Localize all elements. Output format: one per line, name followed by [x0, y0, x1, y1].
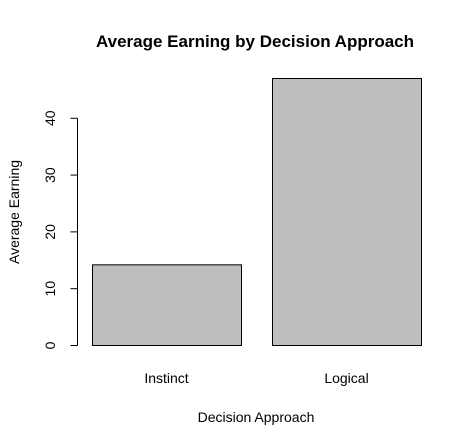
y-tick-label-40: 40 [42, 110, 58, 126]
bars-group [92, 78, 422, 346]
x-tick-label-logical: Logical [324, 370, 368, 386]
x-tick-label-instinct: Instinct [144, 370, 188, 386]
y-tick-label-20: 20 [42, 224, 58, 240]
chart-title: Average Earning by Decision Approach [96, 32, 414, 51]
bar-instinct [92, 264, 242, 346]
y-ticks-group: 0 10 20 30 40 [42, 110, 78, 349]
x-tick-labels-group: Instinct Logical [144, 370, 368, 386]
x-axis-label: Decision Approach [198, 409, 315, 425]
y-tick-label-10: 10 [42, 281, 58, 297]
y-axis-label: Average Earning [6, 160, 22, 264]
y-tick-label-0: 0 [42, 341, 58, 349]
bar-logical [272, 78, 422, 346]
y-tick-label-30: 30 [42, 167, 58, 183]
